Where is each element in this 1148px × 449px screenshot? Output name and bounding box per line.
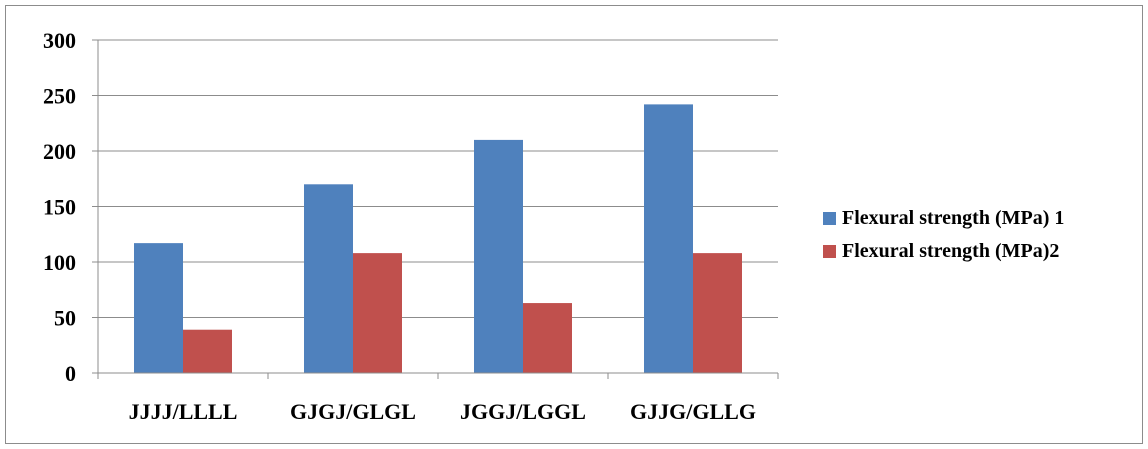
bar-chart: 0 50 100 150 200 250 300 JJJJ/LLLL GJGJ/GLGL JGGJ… (43, 28, 779, 424)
legend-swatch-series-1 (823, 211, 836, 225)
y-tick-label: 0 (65, 361, 76, 386)
x-category-label: JJJJ/LLLL (129, 399, 238, 424)
bars (134, 104, 742, 373)
y-tick-label: 100 (43, 250, 76, 275)
axes (92, 39, 779, 379)
legend-item-series-1: Flexural strength (MPa) 1 (823, 206, 1064, 230)
chart-frame: 0 50 100 150 200 250 300 JJJJ/LLLL GJGJ/GLGL JGGJ… (5, 5, 1143, 444)
x-category-label: GJJG/GLLG (630, 399, 756, 424)
y-tick-label: 250 (43, 84, 76, 109)
bar-series-1-GJGJ/GLGL (304, 184, 353, 373)
bar-series-1-JGGJ/LGGL (474, 139, 523, 373)
legend-label-series-2: Flexural strength (MPa)2 (842, 239, 1060, 262)
bar-series-2-GJJG/GLLG (693, 253, 742, 373)
y-tick-label: 50 (54, 306, 76, 331)
bar-series-1-GJJG/GLLG (644, 104, 693, 373)
bar-series-1-JJJJ/LLLL (134, 243, 183, 373)
x-category-label: JGGJ/LGGL (460, 399, 586, 424)
legend-swatch-series-2 (823, 244, 836, 258)
y-tick-label: 200 (43, 139, 76, 164)
legend-label-series-1: Flexural strength (MPa) 1 (842, 206, 1065, 229)
y-tick-label: 150 (43, 195, 76, 220)
bar-series-2-GJGJ/GLGL (353, 253, 402, 373)
axis-labels: 0 50 100 150 200 250 300 JJJJ/LLLL GJGJ/GLGL JGGJ… (43, 28, 756, 424)
y-tick-label: 300 (43, 28, 76, 53)
x-category-label: GJGJ/GLGL (290, 399, 416, 424)
bar-series-2-JJJJ/LLLL (183, 329, 232, 373)
bar-series-2-JGGJ/LGGL (523, 303, 572, 373)
legend-item-series-2: Flexural strength (MPa)2 (823, 239, 1064, 263)
legend: Flexural strength (MPa) 1 Flexural stren… (823, 206, 1064, 272)
